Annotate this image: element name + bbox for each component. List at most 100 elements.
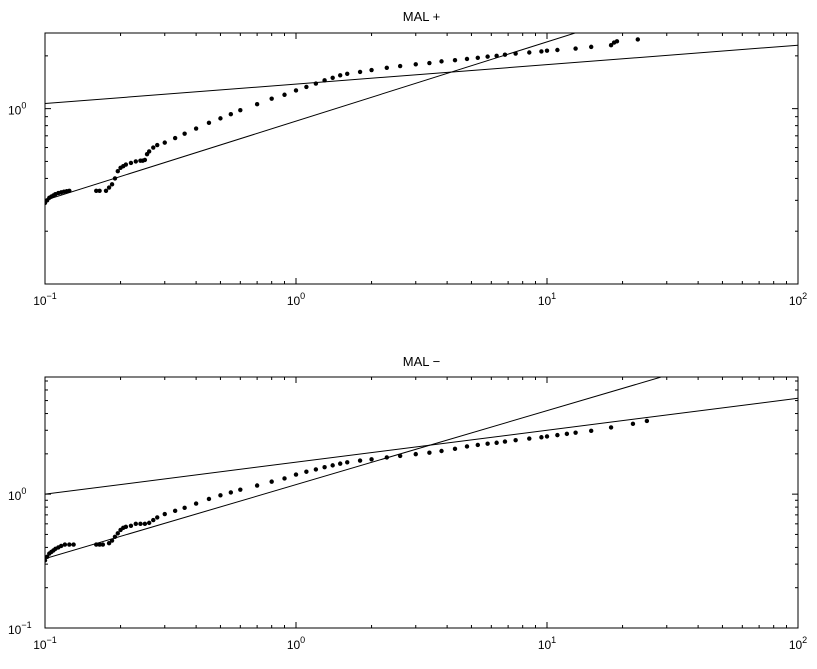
data-point	[100, 542, 106, 547]
data-point	[608, 43, 614, 48]
x-tick-exponent: 0	[300, 291, 305, 301]
data-point	[123, 524, 129, 530]
data-point	[151, 145, 156, 150]
data-point	[397, 63, 403, 69]
data-point	[67, 542, 72, 547]
data-point	[142, 157, 148, 163]
data-point	[97, 188, 102, 194]
data-point	[555, 432, 560, 438]
data-point	[293, 88, 299, 93]
x-tick-base: 10	[33, 638, 47, 652]
x-tick-base: 10	[538, 638, 552, 652]
data-point	[452, 446, 458, 452]
data-point	[133, 159, 138, 164]
data-point	[413, 62, 418, 67]
y-tick-base: 10	[8, 489, 22, 503]
chart-title: MAL +	[403, 9, 440, 24]
data-point	[635, 37, 640, 42]
fit-line	[45, 377, 664, 560]
y-ticks	[45, 55, 798, 285]
data-point	[494, 440, 499, 445]
data-point	[475, 442, 480, 448]
data-point	[282, 476, 287, 481]
y-tick-base: 10	[8, 623, 22, 637]
data-point	[182, 505, 187, 511]
data-point	[588, 44, 594, 50]
data-point	[544, 434, 550, 439]
data-point	[103, 188, 109, 194]
x-tick-label: 100	[287, 635, 305, 652]
data-point	[644, 418, 650, 424]
chart-title: MAL −	[403, 354, 440, 369]
data-point	[369, 457, 374, 462]
data-point	[439, 59, 444, 64]
x-ticks	[44, 377, 799, 628]
data-point	[345, 71, 350, 77]
data-point	[182, 131, 187, 136]
x-tick-exponent: 2	[802, 635, 807, 645]
data-point	[397, 453, 403, 459]
data-point	[464, 56, 470, 62]
data-point	[206, 496, 212, 502]
fit-line	[45, 44, 798, 104]
data-point	[238, 487, 243, 492]
data-point	[427, 60, 432, 66]
data-point	[513, 437, 518, 443]
data-point	[218, 116, 223, 121]
data-point	[123, 162, 129, 167]
data-point	[228, 111, 234, 117]
data-point	[475, 55, 480, 60]
data-point	[155, 515, 160, 520]
data-point	[452, 57, 458, 63]
x-tick-label: 101	[538, 635, 556, 652]
x-tick-exponent: −1	[47, 635, 57, 645]
data-point	[238, 107, 243, 113]
data-point	[162, 140, 167, 145]
data-point	[228, 490, 234, 495]
data-point	[337, 73, 343, 78]
data-point	[630, 421, 636, 427]
data-point	[151, 517, 156, 523]
axes-frame	[44, 376, 799, 629]
data-point	[464, 444, 470, 449]
axes-frame	[44, 32, 799, 285]
data-point	[146, 149, 152, 154]
y-tick-label: 100	[8, 486, 26, 503]
data-point	[172, 135, 178, 141]
x-tick-label: 100	[287, 291, 305, 308]
data-point	[485, 54, 490, 59]
data-point	[269, 479, 274, 484]
data-point	[106, 541, 112, 546]
data-point	[539, 49, 544, 54]
y-tick-label: 100	[8, 101, 26, 118]
y-tick-exponent: −1	[21, 620, 31, 630]
x-tick-label: 10−1	[33, 635, 57, 652]
x-tick-exponent: −1	[47, 291, 57, 301]
data-point	[172, 508, 178, 514]
x-tick-exponent: 2	[802, 291, 807, 301]
x-tick-exponent: 1	[551, 291, 556, 301]
data-point	[254, 102, 260, 107]
data-point	[427, 450, 432, 455]
data-point	[357, 69, 363, 75]
data-point	[218, 493, 223, 498]
data-point	[206, 120, 212, 126]
x-tick-exponent: 1	[551, 635, 556, 645]
x-tick-base: 10	[789, 638, 803, 652]
x-tick-label: 102	[789, 635, 807, 652]
data-point	[146, 520, 152, 526]
data-point	[115, 168, 120, 174]
data-point	[544, 48, 550, 53]
data-point	[45, 558, 48, 563]
data-point	[138, 521, 143, 527]
data-point	[555, 47, 560, 53]
data-point	[193, 501, 199, 506]
data-point	[588, 428, 594, 434]
y-tick-exponent: 0	[21, 486, 26, 496]
data-point	[193, 126, 199, 131]
data-point	[357, 458, 363, 463]
data-point	[128, 523, 134, 529]
